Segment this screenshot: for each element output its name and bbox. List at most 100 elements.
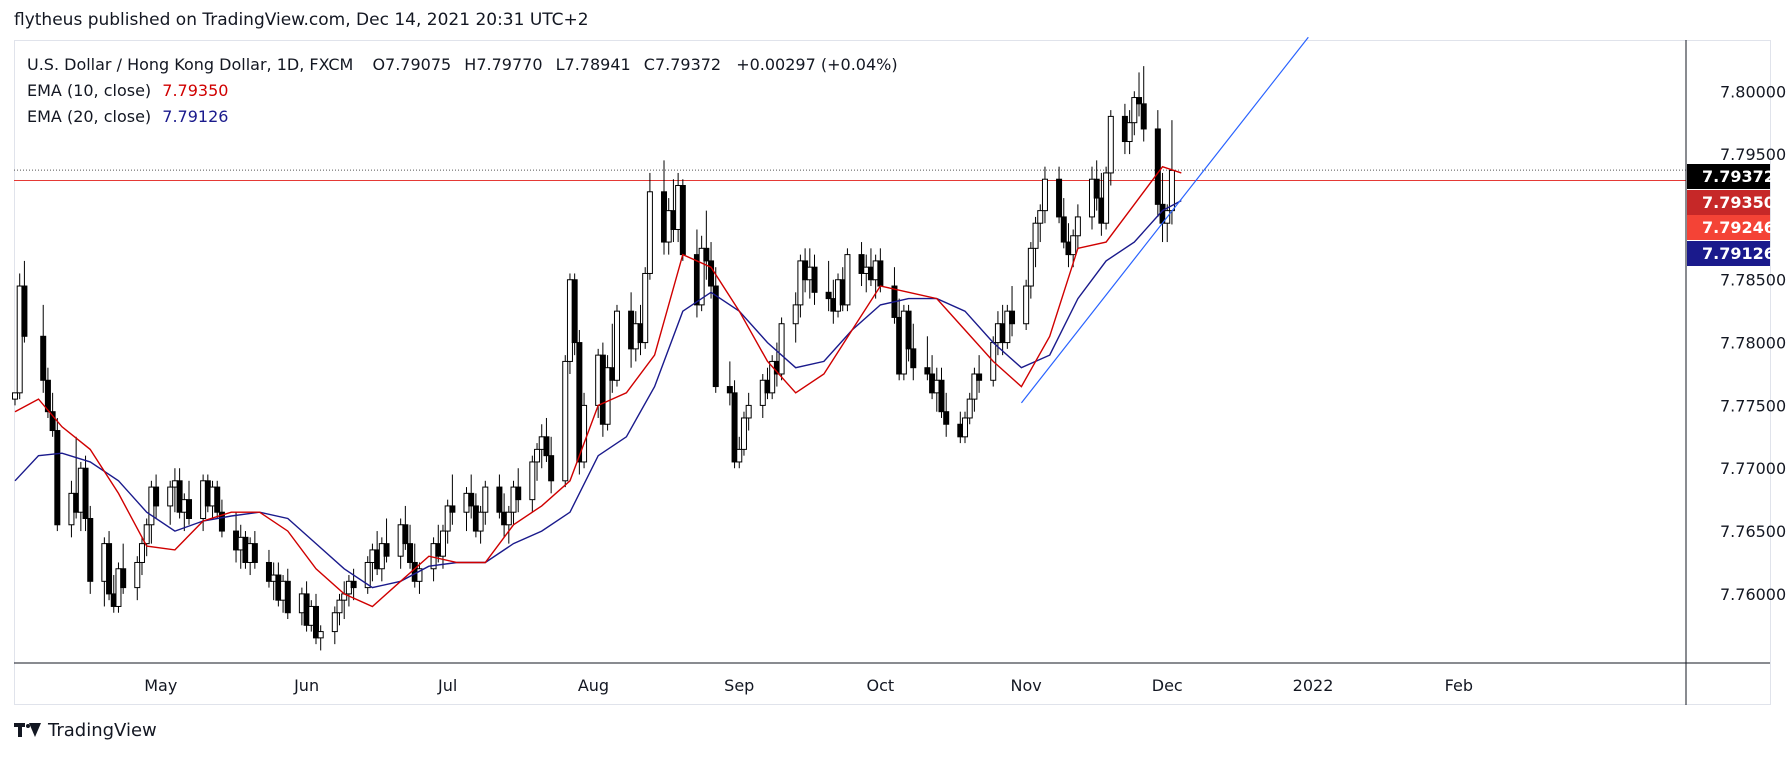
candle-body — [604, 367, 611, 425]
candle — [12, 392, 18, 406]
price-axis: 7.80000 7.79500 7.78500 7.78000 7.77500 7.770… — [1685, 40, 1786, 705]
candle-body — [477, 511, 484, 532]
candle-body — [317, 631, 324, 639]
candle — [1103, 166, 1110, 230]
candle — [407, 524, 414, 569]
candle — [331, 606, 338, 645]
candle — [534, 443, 541, 481]
candle — [858, 242, 865, 287]
candle — [176, 468, 183, 519]
y-tick-label: 7.77000 — [1720, 459, 1786, 478]
ohlc-low: L7.78941 — [555, 55, 631, 74]
candle — [529, 455, 536, 513]
candle-body — [811, 266, 818, 293]
candle-body — [1070, 235, 1077, 256]
candle — [317, 625, 324, 651]
candle-body — [1131, 97, 1138, 124]
candle — [439, 524, 446, 569]
candle-body — [1023, 285, 1030, 325]
candle-body — [858, 254, 865, 274]
candle-body — [726, 386, 733, 394]
x-tick-label: Nov — [1011, 676, 1042, 695]
ohlc-change: +0.00297 (+0.04%) — [736, 55, 898, 74]
candle — [444, 499, 451, 544]
candle-body — [1037, 210, 1044, 224]
candle — [477, 505, 484, 544]
candle-body — [1032, 222, 1039, 249]
candle-body — [712, 285, 719, 388]
ema10-label: EMA (10, close) — [27, 81, 152, 100]
candle-body — [548, 455, 555, 482]
candle — [581, 392, 588, 469]
candle-body — [905, 310, 912, 350]
footer[interactable]: TradingView — [14, 720, 157, 741]
candle-body — [82, 467, 89, 519]
candle — [1004, 304, 1011, 349]
legend-ema20-row: EMA (20, close) 7.79126 — [27, 104, 898, 130]
candle-body — [496, 486, 503, 513]
candle-body — [515, 486, 522, 501]
candle — [1107, 110, 1114, 186]
candle — [1032, 216, 1039, 268]
y-tick-label: 7.76500 — [1720, 522, 1786, 541]
candle — [1060, 198, 1067, 249]
candle — [336, 593, 343, 626]
candle — [167, 480, 174, 525]
candle-body — [708, 260, 715, 287]
candle — [562, 355, 569, 488]
candle — [40, 304, 47, 393]
candle-body — [444, 505, 451, 532]
plot-area — [12, 36, 1686, 651]
candle-body — [976, 373, 983, 381]
candle-body — [40, 335, 47, 381]
candle-body — [797, 260, 804, 306]
candle-body — [21, 285, 28, 337]
candle — [505, 505, 512, 544]
candle-body — [49, 411, 56, 432]
candle-body — [1136, 97, 1143, 105]
candle-body — [1140, 103, 1147, 130]
candle-body — [1126, 122, 1133, 143]
candle — [214, 480, 221, 519]
candle-body — [186, 499, 193, 519]
candle-body — [449, 505, 456, 513]
candle — [976, 355, 983, 393]
candle — [87, 505, 94, 594]
candle-body — [769, 360, 776, 394]
candle — [708, 242, 715, 299]
legend-symbol-row: U.S. Dollar / Hong Kong Dollar, 1D, FXCM… — [27, 52, 898, 78]
ohlc-close: C7.79372 — [643, 55, 722, 74]
candle — [740, 411, 747, 456]
candle — [971, 367, 978, 412]
candle-body — [350, 580, 357, 589]
candle-body — [153, 486, 160, 507]
candle-body — [529, 461, 536, 501]
time-axis: May Jun Jul Aug Sep Oct Nov Dec 2022 Feb — [14, 662, 1770, 695]
candle — [449, 474, 456, 525]
candle-body — [1154, 128, 1161, 205]
candle-body — [938, 379, 945, 413]
candle-body — [943, 411, 950, 425]
candle — [731, 380, 738, 469]
symbol-name: U.S. Dollar / Hong Kong Dollar, 1D, FXCM — [27, 55, 354, 74]
candle-body — [44, 379, 51, 413]
candle-body — [336, 599, 343, 614]
x-tick-label: Aug — [578, 676, 609, 695]
candle — [613, 304, 620, 387]
trendline — [1020, 36, 1309, 404]
candle — [383, 518, 390, 563]
candle-body — [1004, 310, 1011, 344]
candle — [284, 568, 291, 620]
candle — [797, 254, 804, 318]
candle — [1154, 110, 1161, 217]
y-tick-label: 7.76000 — [1720, 585, 1786, 604]
candle-body — [468, 492, 475, 507]
candle — [402, 505, 409, 550]
candle — [138, 537, 145, 576]
candle — [703, 210, 710, 280]
candle — [515, 468, 522, 513]
candle — [548, 436, 555, 494]
candle — [106, 531, 113, 601]
candle-body — [54, 430, 61, 526]
